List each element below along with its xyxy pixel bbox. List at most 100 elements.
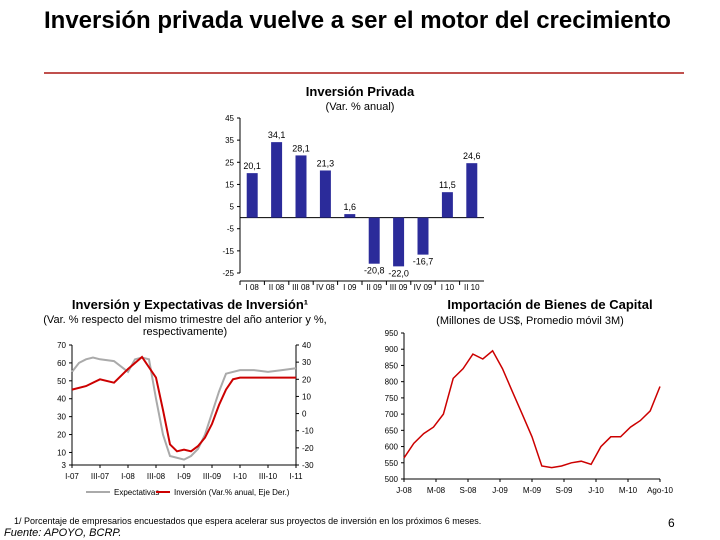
left-tick-label: 50 xyxy=(57,377,66,386)
bar-value-label: 28,1 xyxy=(292,143,310,153)
x-tick-label: III-09 xyxy=(203,472,222,481)
bar-value-label: 21,3 xyxy=(317,158,335,168)
bar xyxy=(393,217,405,267)
y-tick-label: 25 xyxy=(225,158,234,167)
x-tick-label: I 08 xyxy=(246,283,260,292)
x-tick-label: IV 09 xyxy=(414,283,433,292)
right-tick-label: -10 xyxy=(302,427,314,436)
bar xyxy=(271,142,283,218)
imports-series-line xyxy=(403,349,661,469)
chart-1-subtitle: (Var. % anual) xyxy=(325,101,395,113)
y-tick-label: -25 xyxy=(222,269,234,278)
x-tick-label: III-10 xyxy=(259,472,278,481)
chart-1-title: Inversión Privada xyxy=(305,84,415,99)
legend-label-inversion: Inversión (Var.% anual, Eje Der.) xyxy=(174,488,290,497)
bar-value-label: 24,6 xyxy=(463,151,481,161)
y-tick-label: 45 xyxy=(225,114,234,123)
x-tick-label: I 10 xyxy=(441,283,455,292)
bar-value-label: -16,7 xyxy=(413,257,434,267)
right-tick-label: 30 xyxy=(302,358,311,367)
y-tick-label: 600 xyxy=(385,443,399,452)
y-tick-label: 35 xyxy=(225,136,234,145)
x-tick-label: II 08 xyxy=(269,283,285,292)
right-tick-label: -20 xyxy=(302,444,314,453)
bar-value-label: -22,0 xyxy=(388,268,409,278)
x-tick-label: III 08 xyxy=(292,283,310,292)
left-tick-label: 10 xyxy=(57,448,66,457)
bar xyxy=(417,217,429,255)
left-tick-label: 70 xyxy=(57,341,66,350)
right-tick-label: 40 xyxy=(302,341,311,350)
y-tick-label: 800 xyxy=(385,378,399,387)
right-tick-label: 10 xyxy=(302,392,311,401)
left-tick-label: 30 xyxy=(57,413,66,422)
x-tick-label: I-10 xyxy=(233,472,247,481)
x-tick-label: III 09 xyxy=(390,283,408,292)
x-tick-label: III-08 xyxy=(147,472,166,481)
bar-value-label: 34,1 xyxy=(268,130,286,140)
y-tick-label: 950 xyxy=(385,329,399,338)
x-tick-label: M-10 xyxy=(619,486,638,495)
footnote: 1/ Porcentaje de empresarios encuestados… xyxy=(14,516,482,526)
x-tick-label: II 10 xyxy=(464,283,480,292)
chart-2-title: Inversión y Expectativas de Inversión¹ xyxy=(71,297,309,312)
y-tick-label: 5 xyxy=(230,203,235,212)
x-tick-label: I-09 xyxy=(177,472,191,481)
x-tick-label: S-08 xyxy=(460,486,477,495)
bar xyxy=(246,173,258,218)
right-tick-label: -30 xyxy=(302,461,314,470)
chart-3-subtitle: (Millones de US$, Promedio móvil 3M) xyxy=(436,315,624,327)
chart-3-title: Importación de Bienes de Capital xyxy=(447,297,653,312)
y-tick-label: 15 xyxy=(225,180,234,189)
x-tick-label: J-10 xyxy=(588,486,604,495)
x-tick-label: I-11 xyxy=(289,472,303,481)
y-tick-label: 650 xyxy=(385,426,399,435)
bar-value-label: 20,1 xyxy=(243,161,261,171)
bar xyxy=(295,155,307,218)
x-tick-label: J-08 xyxy=(396,486,412,495)
left-tick-label: 20 xyxy=(57,431,66,440)
x-tick-label: J-09 xyxy=(492,486,508,495)
bar xyxy=(466,163,478,218)
left-tick-label: 60 xyxy=(57,359,66,368)
bar-value-label: -20,8 xyxy=(364,266,385,276)
y-tick-label: 850 xyxy=(385,361,399,370)
x-tick-label: II 09 xyxy=(366,283,382,292)
y-tick-label: 550 xyxy=(385,459,399,468)
bar-value-label: 11,5 xyxy=(439,180,456,190)
left-tick-label: 3 xyxy=(62,461,67,470)
right-tick-label: 20 xyxy=(302,375,311,384)
x-tick-label: I-07 xyxy=(65,472,79,481)
page-title: Inversión privada vuelve a ser el motor … xyxy=(44,7,671,34)
inversion-series-line xyxy=(71,355,296,453)
x-tick-label: I 09 xyxy=(343,283,357,292)
page-number: 6 xyxy=(668,516,675,530)
x-tick-label: I-08 xyxy=(121,472,135,481)
bar xyxy=(441,192,453,218)
x-tick-label: IV 08 xyxy=(316,283,335,292)
bar xyxy=(319,170,331,218)
x-tick-label: III-07 xyxy=(91,472,110,481)
legend-label-expectativas: Expectativas xyxy=(114,488,159,497)
x-tick-label: Ago-10 xyxy=(647,486,673,495)
y-tick-label: 500 xyxy=(385,475,399,484)
chart-2-subtitle: (Var. % respecto del mismo trimestre del… xyxy=(43,314,327,338)
y-tick-label: 700 xyxy=(385,410,399,419)
y-tick-label: -5 xyxy=(227,225,235,234)
bar-value-label: 1,6 xyxy=(344,202,357,212)
x-tick-label: M-09 xyxy=(523,486,542,495)
x-tick-label: S-09 xyxy=(556,486,573,495)
bar xyxy=(344,214,356,218)
right-tick-label: 0 xyxy=(302,410,307,419)
y-tick-label: 900 xyxy=(385,345,399,354)
x-tick-label: M-08 xyxy=(427,486,446,495)
title-underline xyxy=(44,72,684,74)
y-tick-label: -15 xyxy=(222,247,234,256)
y-tick-label: 750 xyxy=(385,394,399,403)
source-note: Fuente: APOYO, BCRP. xyxy=(4,527,122,539)
left-tick-label: 40 xyxy=(57,395,66,404)
bar xyxy=(368,217,380,264)
